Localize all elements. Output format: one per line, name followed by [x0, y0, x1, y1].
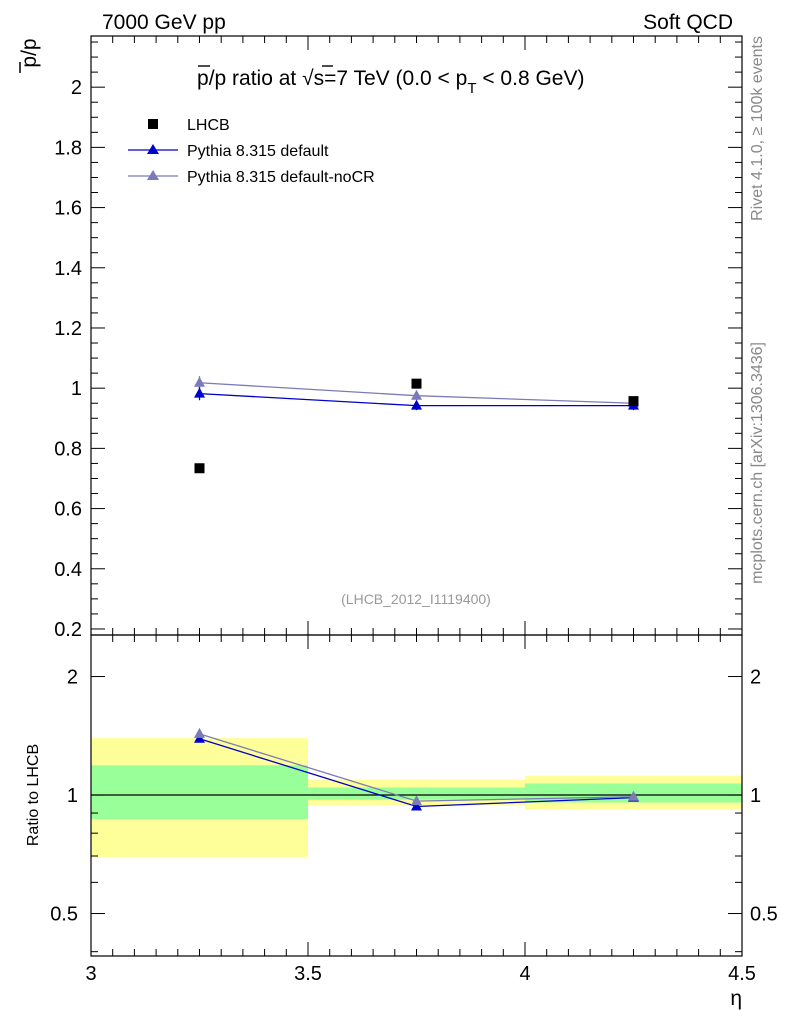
y-tick-label: 1	[71, 378, 82, 400]
data-marker	[194, 387, 205, 398]
ratio-y-tick-label: 1	[67, 785, 78, 807]
x-tick-label: 4	[519, 963, 530, 985]
ratio-marker	[411, 800, 422, 811]
title-energy: =7 TeV (0.0 < p	[324, 67, 467, 90]
data-marker	[411, 399, 422, 410]
rivet-note: Rivet 4.1.0, ≥ 100k events	[749, 36, 766, 221]
ratio-marker	[628, 790, 639, 801]
chart-title: p/p ratio at √s=7 TeV (0.0 < pT < 0.8 Ge…	[197, 65, 584, 97]
title-range: < 0.8 GeV)	[477, 67, 585, 90]
data-point	[628, 396, 639, 407]
title-s: s	[314, 67, 325, 90]
ratio-y-tick-label-right: 2	[750, 667, 761, 689]
y-tick-label: 1.4	[54, 258, 82, 280]
title-p: p	[197, 67, 209, 90]
x-tick-label: 3.5	[294, 963, 322, 985]
x-tick-label: 4.5	[728, 963, 756, 985]
header-right: Soft QCD	[643, 11, 733, 34]
x-tick-label: 3	[85, 963, 96, 985]
ratio-y-label: Ratio to LHCB	[25, 744, 42, 846]
data-point	[411, 378, 422, 389]
legend-marker-nocr	[147, 170, 159, 180]
legend: LHCB Pythia 8.315 default Pythia 8.315 d…	[128, 117, 375, 186]
legend-marker-default	[147, 144, 159, 154]
ratio-y-tick-label: 2	[67, 667, 78, 689]
mcplots-note: mcplots.cern.ch [arXiv:1306.3436]	[749, 342, 766, 584]
y-tick-label: 2	[71, 77, 82, 99]
data-point	[194, 463, 205, 474]
title-ratio: /p ratio at √	[209, 67, 314, 90]
svg-text:p/p: p/p	[18, 38, 41, 67]
ratio-band-stat	[308, 787, 525, 800]
y-tick-label: 0.4	[54, 559, 82, 581]
data-marker	[194, 376, 205, 387]
data-marker	[411, 389, 422, 400]
y-tick-label: 0.6	[54, 499, 82, 521]
analysis-tag: (LHCB_2012_I1119400)	[341, 591, 491, 607]
legend-label-default: Pythia 8.315 default	[187, 143, 329, 160]
x-axis-label: η	[730, 987, 742, 1010]
header-left: 7000 GeV pp	[102, 11, 226, 34]
y-axis-label-rest: /p	[18, 38, 41, 56]
y-tick-label: 1.6	[54, 198, 82, 220]
y-tick-label: 0.2	[54, 619, 82, 641]
ratio-y-tick-label: 0.5	[50, 904, 78, 926]
legend-label-lhcb: LHCB	[187, 117, 230, 134]
y-tick-label: 1.8	[54, 137, 82, 159]
ratio-y-tick-label-right: 0.5	[750, 904, 778, 926]
ratio-marker	[194, 727, 205, 738]
y-tick-label: 0.8	[54, 438, 82, 460]
y-axis-label-bar: p	[18, 56, 41, 68]
y-tick-label: 1.2	[54, 318, 82, 340]
ratio-y-tick-label-right: 1	[750, 785, 761, 807]
ratio-band-stat	[91, 765, 308, 820]
ratio-marker	[411, 795, 422, 806]
title-sub-t: T	[467, 80, 476, 97]
y-axis-label: p/p	[18, 38, 41, 73]
legend-label-nocr: Pythia 8.315 default-noCR	[187, 169, 375, 186]
svg-text:p/p ratio at √s=7 TeV (0.0 < p: p/p ratio at √s=7 TeV (0.0 < pT < 0.8 Ge…	[197, 67, 584, 97]
legend-marker-lhcb	[148, 119, 158, 129]
